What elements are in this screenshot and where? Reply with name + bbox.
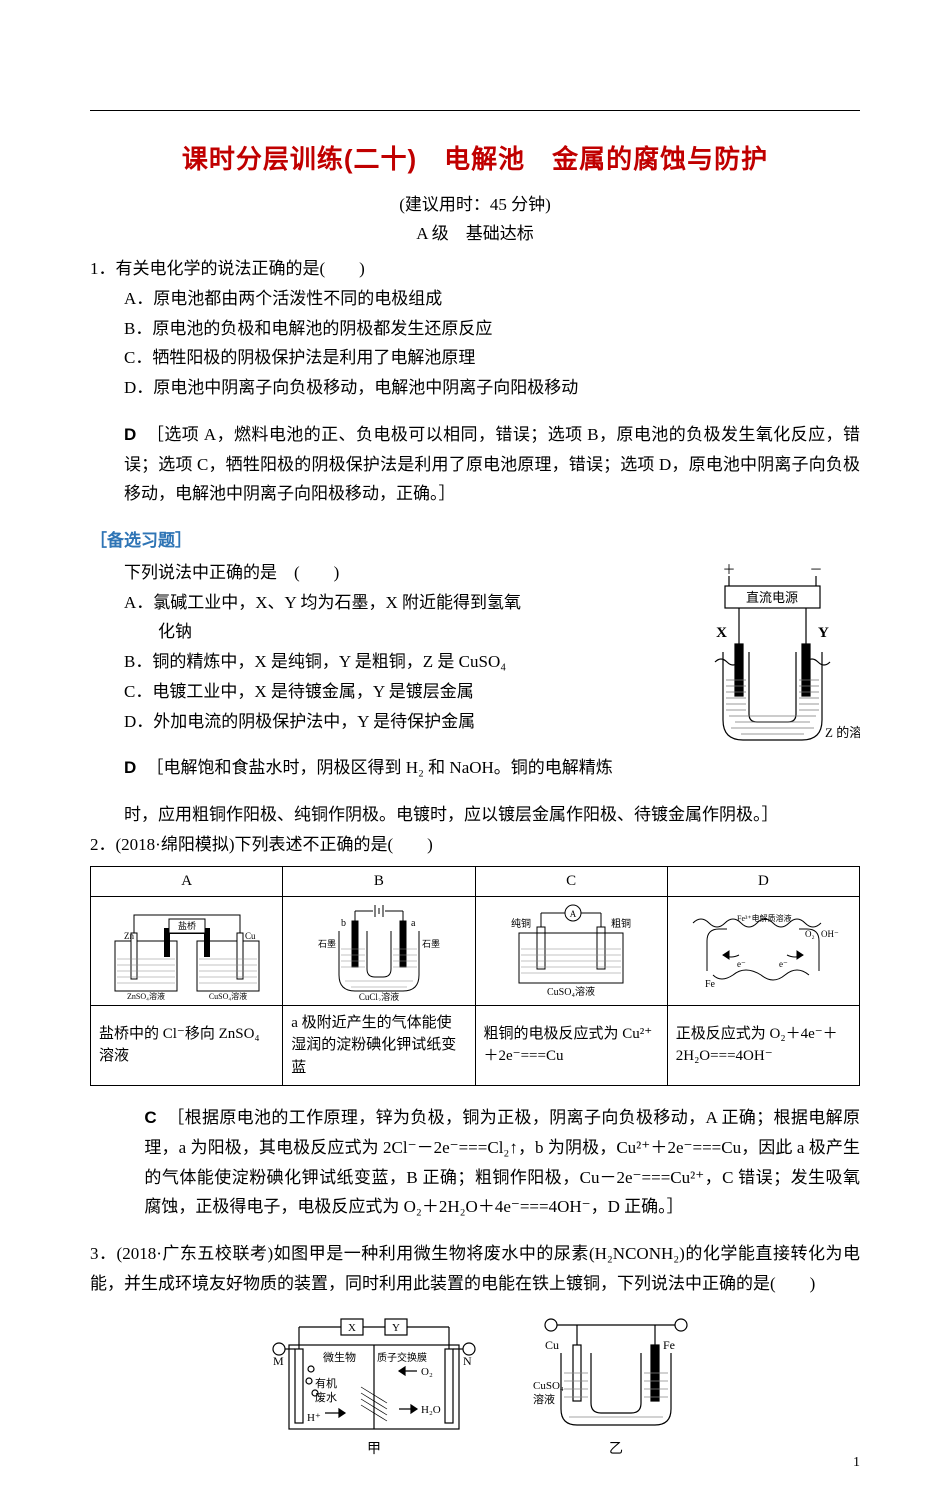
svg-text:乙: 乙 [609,1441,623,1457]
q1-answer-text: ［选项 A，燃料电池的正、负电极可以相同，错误；选项 B，原电池的负极发生氧化反… [124,425,860,504]
table-row: A B C D [91,866,860,896]
svg-text:CuSO₄溶液: CuSO₄溶液 [208,991,246,1001]
fig-b: b a 石墨 石墨 CuCl₂溶液 [283,896,475,1005]
q3-fig-right: Cu Fe CuSO₄ 溶液 乙 [531,1309,701,1459]
svg-text:CuCl₂溶液: CuCl₂溶液 [359,991,399,1001]
svg-text:X: X [348,1322,356,1334]
top-rule [90,110,860,111]
svg-text:O₂: O₂ [805,929,815,939]
svg-text:N: N [463,1354,472,1368]
svg-text:Fe: Fe [705,979,716,990]
q1-opt-c: C．牺牲阳极的阴极保护法是利用了电解池原理 [90,343,860,373]
q2-stem: 2．(2018·绵阳模拟)下列表述不正确的是( ) [90,830,860,860]
svg-text:质子交换膜: 质子交换膜 [377,1351,427,1364]
qalt-figure: ＋ － 直流电源 X Y [685,562,860,747]
q2-answer-text: ［根据原电池的工作原理，锌为负极，铜为正极，阴离子向负极移动，A 正确；根据电解… [144,1108,860,1216]
page-number: 1 [853,1455,860,1471]
page: 课时分层训练(二十) 电解池 金属的腐蚀与防护 (建议用时：45 分钟) A 级… [0,0,950,1499]
svg-text:Y: Y [818,625,829,641]
fig-a: Zn Cu 盐桥 ZnSO₄溶液 CuSO₄溶液 [91,896,283,1005]
q1-stem: 1．有关电化学的说法正确的是( ) [90,254,860,284]
svg-text:废水: 废水 [315,1390,337,1404]
desc-b: a 极附近产生的气体能使湿润的淀粉碘化钾试纸变蓝 [283,1005,475,1086]
qalt-answer-letter: D [124,758,136,777]
th-d: D [667,866,859,896]
desc-c: 粗铜的电极反应式为 Cu²⁺＋2e⁻===Cu [475,1005,667,1086]
qalt-answer-text2: 时，应用粗铜作阳极、纯铜作阴极。电镀时，应以镀层金属作阳极、待镀金属作阴极。］ [90,800,860,830]
q1-number: 1． [90,259,116,278]
q2-answer: C［根据原电池的工作原理，锌为负极，铜为正极，阴离子向负极移动，A 正确；根据电… [90,1103,860,1222]
svg-text:O₂: O₂ [421,1366,433,1378]
q2-answer-letter: C [144,1108,156,1127]
desc-a: 盐桥中的 Cl⁻移向 ZnSO₄ 溶液 [91,1005,283,1086]
svg-text:Fe³⁺电解质溶液: Fe³⁺电解质溶液 [737,913,792,923]
svg-text:微生物: 微生物 [323,1350,356,1364]
q1-answer: D［选项 A，燃料电池的正、负电极可以相同，错误；选项 B，原电池的负极发生氧化… [90,420,860,509]
svg-text:H⁺: H⁺ [307,1412,321,1424]
svg-text:Zn: Zn [124,931,134,941]
svg-text:e⁻: e⁻ [737,959,746,969]
svg-text:粗铜: 粗铜 [611,918,631,930]
svg-text:CuSO₄: CuSO₄ [533,1380,564,1392]
q1-stem-text: 有关电化学的说法正确的是( ) [116,259,365,278]
desc-d: 正极反应式为 O₂＋4e⁻＋2H₂O===4OH⁻ [667,1005,859,1086]
q3-stem-text: (2018·广东五校联考)如图甲是一种利用微生物将废水中的尿素(H₂NCONH₂… [90,1244,860,1293]
q2-stem-text: (2018·绵阳模拟)下列表述不正确的是( ) [116,835,433,854]
q1-answer-letter: D [124,425,136,444]
svg-text:M: M [273,1354,284,1368]
fig-c: A 纯铜 粗铜 CuSO₄溶液 [475,896,667,1005]
page-title: 课时分层训练(二十) 电解池 金属的腐蚀与防护 [90,139,860,176]
svg-text:Y: Y [392,1322,400,1334]
svg-text:ZnSO₄溶液: ZnSO₄溶液 [127,991,165,1001]
th-b: B [283,866,475,896]
table-row: Zn Cu 盐桥 ZnSO₄溶液 CuSO₄溶液 [91,896,860,1005]
svg-text:溶液: 溶液 [533,1392,555,1406]
svg-text:纯铜: 纯铜 [511,917,531,930]
electrolysis-diagram: ＋ － 直流电源 X Y [685,562,860,747]
svg-text:Cu: Cu [545,1338,559,1352]
svg-text:有机: 有机 [315,1376,337,1390]
svg-text:A: A [570,909,577,919]
svg-text:甲: 甲 [367,1442,381,1457]
th-a: A [91,866,283,896]
svg-text:H₂O: H₂O [421,1404,441,1416]
svg-text:Cu: Cu [245,931,256,941]
subtitle-level: A 级 基础达标 [90,219,860,244]
svg-text:a: a [411,918,416,929]
subtitle-time: (建议用时：45 分钟) [90,190,860,215]
th-c: C [475,866,667,896]
q3-figure: X Y M N 微生物 质子交换膜 有机 废水 H⁺ O₂ H₂O 甲 [90,1309,860,1459]
svg-text:OH⁻: OH⁻ [821,929,839,939]
svg-text:e⁻: e⁻ [779,959,788,969]
q3-stem: 3．(2018·广东五校联考)如图甲是一种利用微生物将废水中的尿素(H₂NCON… [90,1239,860,1299]
svg-text:石墨: 石墨 [318,939,336,949]
fig-d: Fe³⁺电解质溶液 O₂ OH⁻ e⁻ e⁻ Fe [667,896,859,1005]
q3-fig-left: X Y M N 微生物 质子交换膜 有机 废水 H⁺ O₂ H₂O 甲 [249,1309,499,1459]
svg-text:CuSO₄溶液: CuSO₄溶液 [547,985,595,998]
svg-text:X: X [716,625,727,641]
qalt-answer: D ［电解饱和食盐水时，阴极区得到 H₂ 和 NaOH。铜的电解精炼 [90,753,860,783]
qalt-answer-text1: ［电解饱和食盐水时，阴极区得到 H₂ 和 NaOH。铜的电解精炼 [146,758,612,777]
svg-text:直流电源: 直流电源 [746,590,798,605]
section-tag: ［备选习题］ [90,526,860,556]
q1-opt-d: D．原电池中阴离子向负极移动，电解池中阴离子向阳极移动 [90,373,860,403]
svg-text:石墨: 石墨 [422,939,440,949]
q1-opt-b: B．原电池的负极和电解池的阴极都发生还原反应 [90,314,860,344]
svg-text:b: b [341,918,346,929]
table-row: 盐桥中的 Cl⁻移向 ZnSO₄ 溶液 a 极附近产生的气体能使湿润的淀粉碘化钾… [91,1005,860,1086]
svg-text:－: － [809,562,822,577]
svg-text:盐桥: 盐桥 [178,920,196,931]
q2-table: A B C D [90,866,860,1087]
q3-number: 3． [90,1244,117,1263]
q2-number: 2． [90,835,116,854]
svg-text:Fe: Fe [663,1338,675,1352]
q1-opt-a: A．原电池都由两个活泼性不同的电极组成 [90,284,860,314]
svg-text:Z 的溶液: Z 的溶液 [825,725,860,740]
svg-text:＋: ＋ [722,562,735,577]
